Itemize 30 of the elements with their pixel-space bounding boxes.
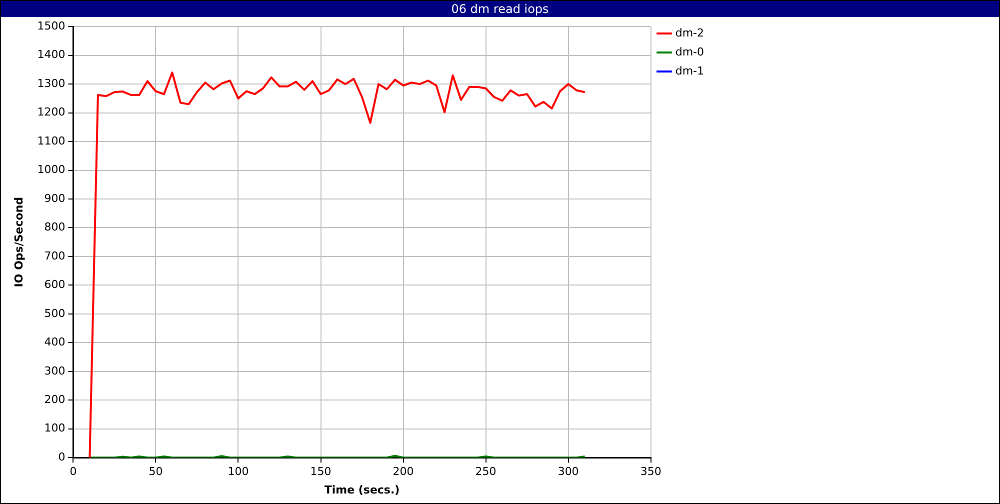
x-axis-title: Time (secs.) (324, 483, 400, 496)
x-tick-label: 150 (310, 465, 332, 478)
y-tick-label: 1200 (37, 106, 66, 119)
legend-label: dm-1 (675, 64, 704, 78)
y-tick-label: 1400 (37, 48, 66, 62)
x-tick-label: 100 (228, 465, 249, 478)
y-tick-label: 700 (44, 249, 66, 262)
y-tick-label: 100 (44, 422, 66, 435)
x-tick-label: 250 (475, 465, 496, 478)
y-tick-label: 300 (44, 364, 66, 378)
y-tick-label: 1300 (37, 76, 66, 90)
x-tick-label: 300 (558, 465, 579, 478)
y-tick-label: 400 (44, 336, 66, 349)
legend-label: dm-0 (675, 45, 704, 58)
x-tick-label: 350 (640, 465, 662, 478)
legend-label: dm-2 (675, 26, 704, 40)
y-axis-title: IO Ops/Second (12, 196, 26, 288)
y-tick-label: 800 (44, 220, 66, 234)
y-tick-label: 1000 (37, 163, 66, 176)
y-tick-label: 0 (58, 450, 66, 464)
y-tick-label: 1500 (37, 19, 66, 32)
y-tick-label: 500 (44, 306, 66, 320)
x-tick-label: 50 (148, 465, 163, 478)
x-tick-label: 200 (392, 465, 414, 478)
chart-title: 06 dm read iops (1, 1, 999, 17)
y-tick-label: 900 (44, 192, 66, 205)
y-tick-label: 1100 (37, 134, 66, 148)
x-tick-label: 0 (70, 465, 77, 478)
y-tick-label: 600 (44, 278, 66, 292)
y-tick-label: 200 (44, 392, 66, 406)
